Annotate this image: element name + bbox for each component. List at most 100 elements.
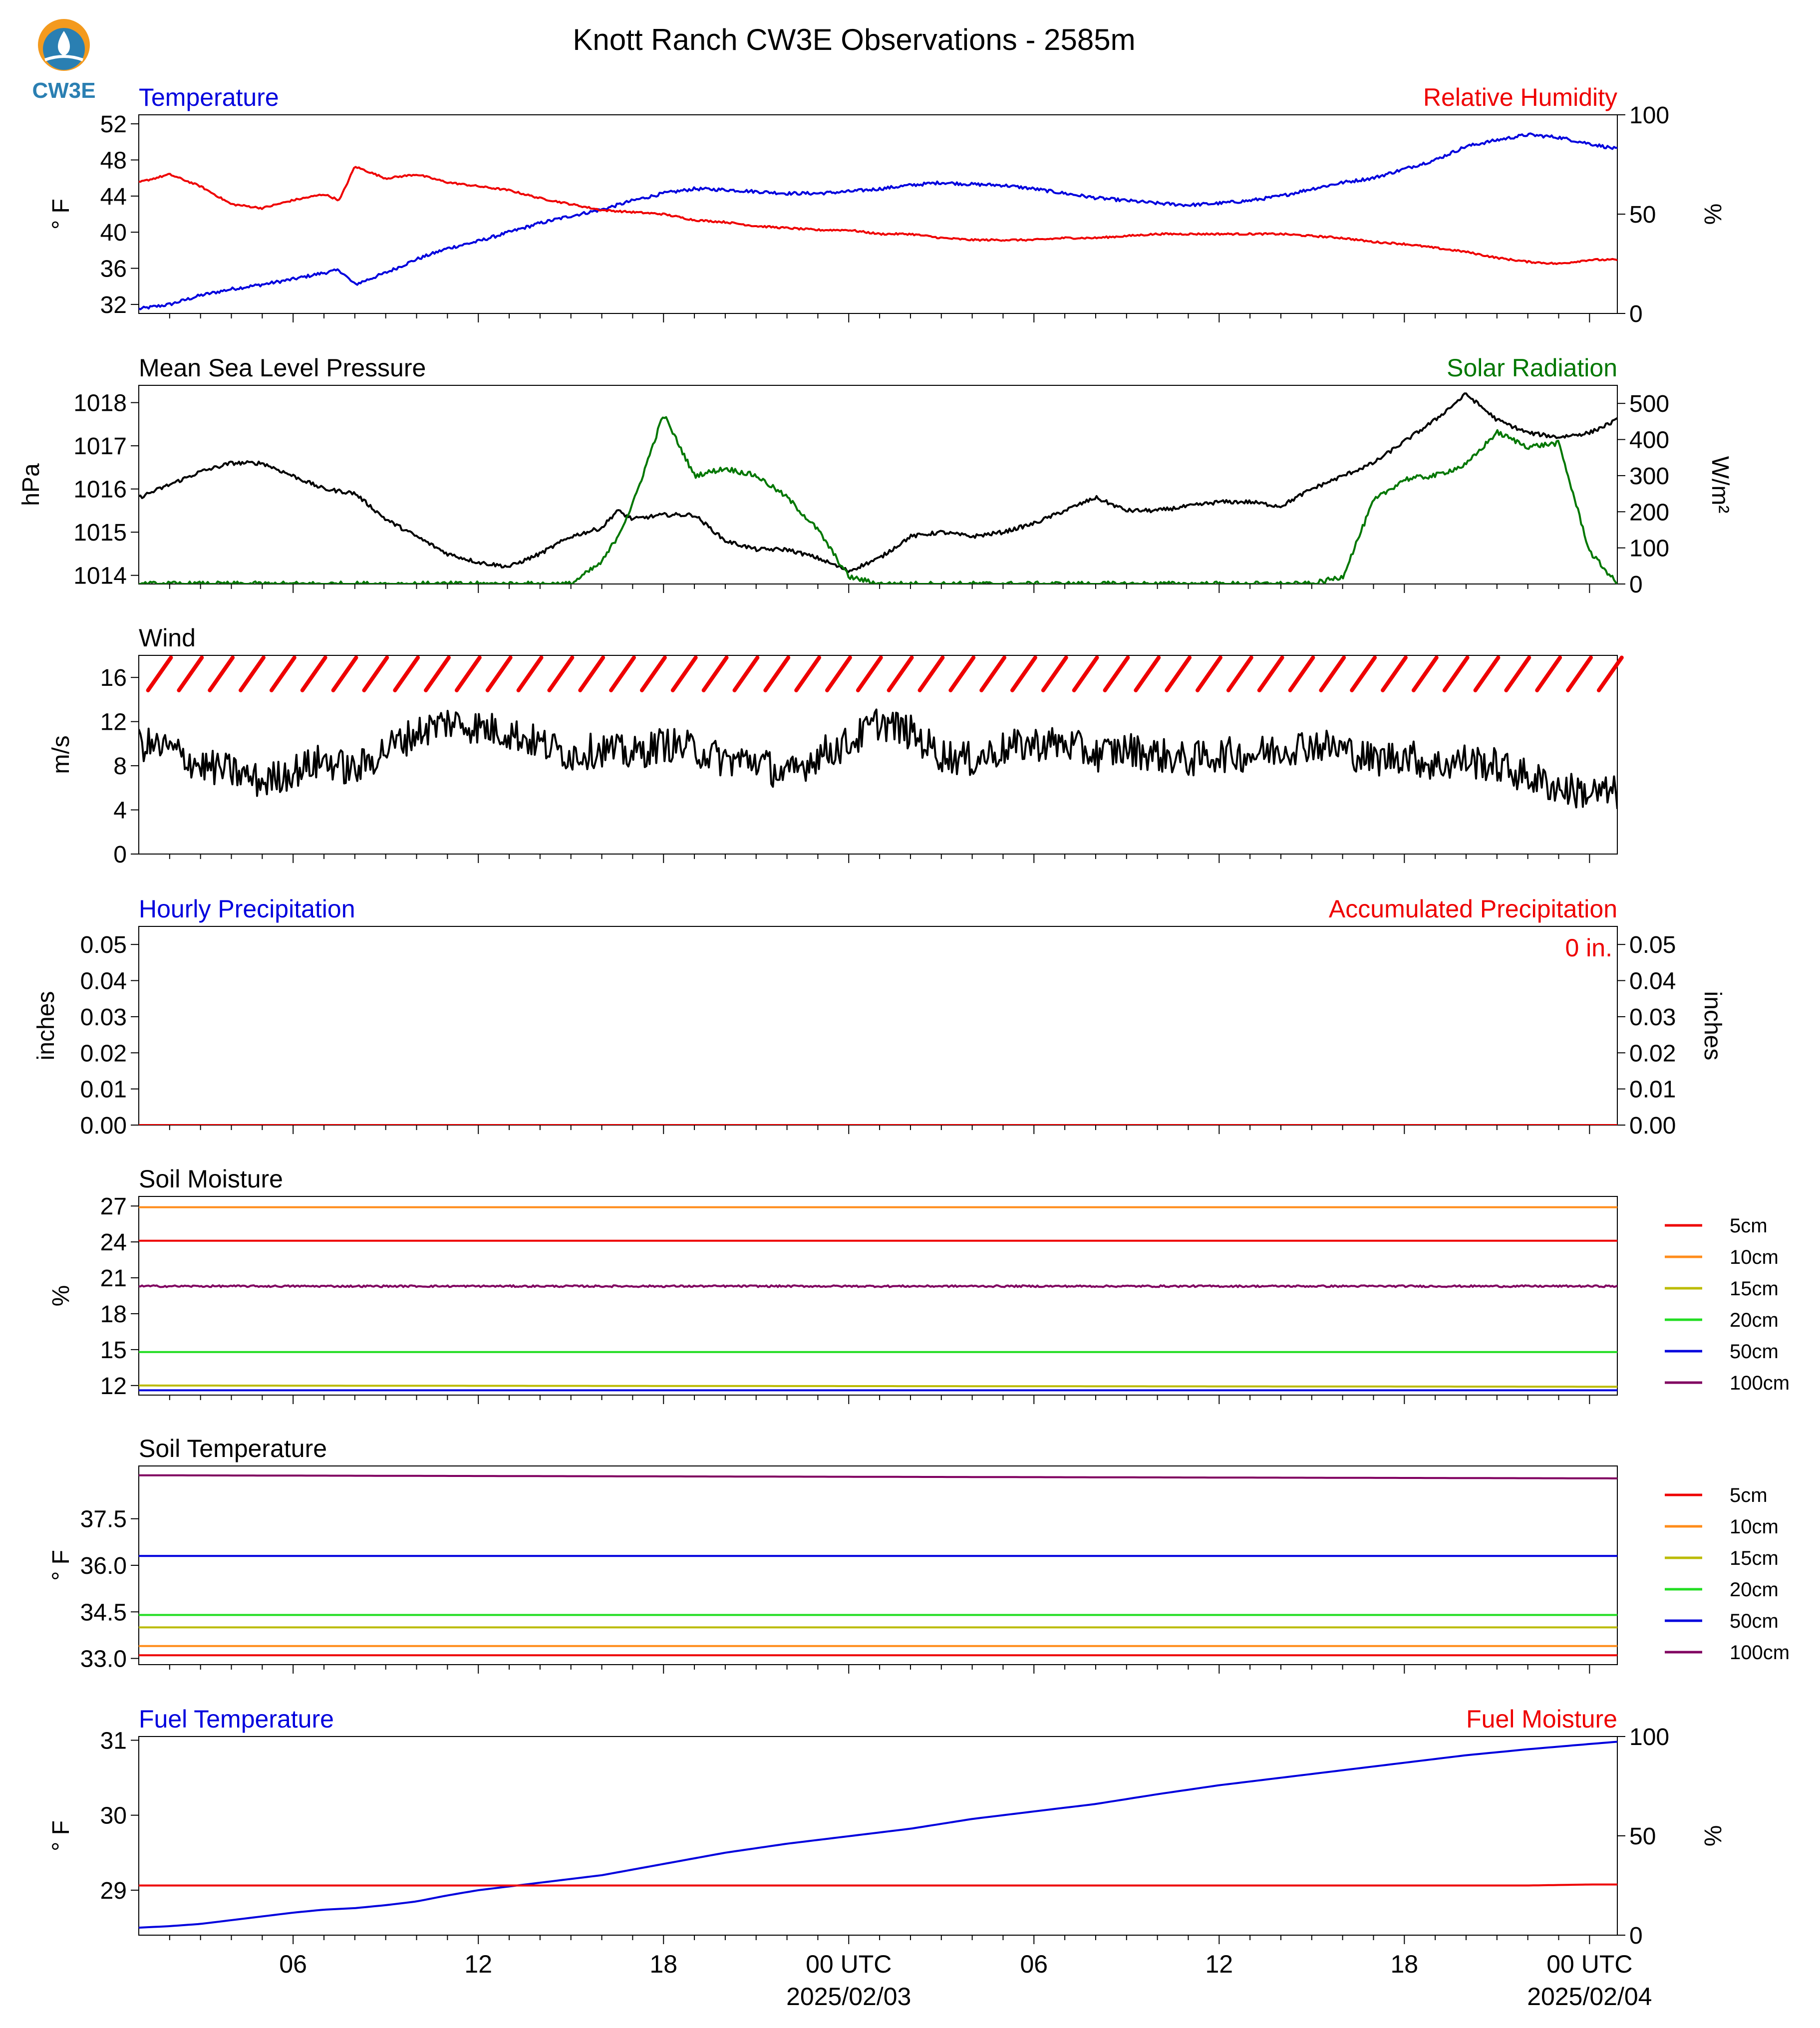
fuel-frame: [138, 1736, 1618, 1936]
temperature_rh-series-group: [139, 132, 1617, 310]
soil_temperature-legend-label: 20cm: [1730, 1579, 1779, 1601]
wind-barb: [454, 655, 482, 692]
wind-barb: [1381, 655, 1408, 692]
pressure_solar-left-title: Mean Sea Level Pressure: [139, 354, 426, 382]
soil_moisture-ytick-label: 15: [100, 1337, 127, 1364]
pressure_solar-series-mean-sea-level-pressure: [139, 392, 1617, 573]
wind-barb: [208, 655, 235, 692]
panel-soil_moisture: Soil Moisture 12 15 18 21 24 27% 5cm 10cm 15cm 20c…: [48, 1165, 1790, 1404]
temperature_rh-series-temperature: [139, 132, 1617, 310]
temperature_rh-ytick-right-label: 100: [1629, 102, 1669, 129]
fuel-ytick-right-label: 0: [1629, 1923, 1643, 1949]
wind-barb: [701, 655, 729, 692]
wind-frame: [138, 655, 1618, 855]
temperature_rh-right-title: Relative Humidity: [1423, 83, 1617, 111]
wind-barb: [979, 655, 1007, 692]
soil_moisture-series-group: [139, 1206, 1617, 1392]
pressure_solar-ytick-right-label: 300: [1629, 463, 1669, 490]
wind-barb: [1072, 655, 1099, 692]
soil_temperature-legend-label: 15cm: [1730, 1547, 1779, 1569]
soil_temperature-ytick-label: 34.5: [80, 1599, 127, 1626]
wind-barb: [639, 655, 667, 692]
precip-frame: [138, 926, 1618, 1126]
soil_moisture-legend-label: 50cm: [1730, 1341, 1779, 1363]
time-tick-label: 12: [464, 1950, 492, 1978]
soil_moisture-legend-label: 100cm: [1730, 1372, 1790, 1394]
soil_temperature-legend-label: 100cm: [1730, 1642, 1790, 1664]
wind-barb: [300, 655, 327, 692]
precip-ytick-right-label: 0.01: [1629, 1077, 1676, 1103]
wind-barb: [825, 655, 852, 692]
soil_moisture-ytick-label: 24: [100, 1229, 127, 1256]
soil_moisture-ytick-label: 18: [100, 1301, 127, 1328]
wind-barb: [1196, 655, 1222, 692]
soil_temperature-left-title: Soil Temperature: [139, 1435, 327, 1462]
precip-left-title: Hourly Precipitation: [139, 895, 355, 923]
wind-barb: [670, 655, 698, 692]
time-tick-label: 12: [1205, 1950, 1233, 1978]
fuel-series-group: [139, 1740, 1617, 1929]
fuel-ylabel-right: %: [1699, 1825, 1726, 1847]
soil_moisture-series-15cm: [139, 1384, 1617, 1388]
temperature_rh-series-relative-humidity: [139, 166, 1617, 265]
soil_temperature-legend-label: 50cm: [1730, 1610, 1779, 1632]
time-tick-label: 00 UTC: [806, 1950, 892, 1978]
fuel-right-title: Fuel Moisture: [1466, 1705, 1617, 1733]
pressure_solar-ytick-right-label: 200: [1629, 499, 1669, 526]
precip-right-title: Accumulated Precipitation: [1329, 895, 1617, 923]
time-tick-label: 18: [649, 1950, 677, 1978]
pressure_solar-series-solar-radiation: [139, 416, 1617, 584]
precip-ytick-label: 0.03: [80, 1004, 127, 1031]
wind-ytick-label: 4: [113, 798, 127, 824]
wind-barb: [887, 655, 914, 692]
temperature_rh-ytick-label: 32: [100, 292, 127, 318]
wind-barb: [177, 655, 204, 692]
soil_moisture-left-title: Soil Moisture: [139, 1165, 283, 1193]
wind-barb: [1411, 655, 1439, 692]
wind-barb: [1257, 655, 1284, 692]
date-label: 2025/02/03: [786, 1983, 911, 2011]
soil_moisture-ytick-label: 12: [100, 1373, 127, 1400]
soil_moisture-frame: [138, 1196, 1618, 1396]
soil_moisture-series-100cm: [139, 1284, 1617, 1288]
wind-barb: [1288, 655, 1315, 692]
temperature_rh-ytick-label: 48: [100, 147, 127, 174]
wind-barb: [424, 655, 451, 692]
soil_temperature-ylabel: ° F: [48, 1550, 74, 1581]
fuel-ytick-right-label: 100: [1629, 1724, 1669, 1750]
precip-ytick-right-label: 0.02: [1629, 1040, 1676, 1067]
date-label: 2025/02/04: [1527, 1983, 1652, 2011]
wind-barb: [609, 655, 636, 692]
temperature_rh-ytick-label: 36: [100, 256, 127, 283]
temperature_rh-left-title: Temperature: [139, 83, 279, 111]
temperature_rh-ylabel-right: %: [1699, 204, 1726, 225]
fuel-ytick-right-label: 50: [1629, 1823, 1656, 1850]
soil_moisture-legend-label: 10cm: [1730, 1246, 1779, 1268]
fuel-ytick-label: 29: [100, 1878, 127, 1904]
pressure_solar-series-group: [139, 392, 1617, 584]
soil_temperature-ytick-label: 33.0: [80, 1646, 127, 1673]
wind-ylabel: m/s: [48, 735, 74, 774]
wind-barb: [393, 655, 420, 692]
wind-barb: [1134, 655, 1161, 692]
time-tick-label: 00 UTC: [1546, 1950, 1632, 1978]
wind-barb: [1319, 655, 1346, 692]
pressure_solar-ytick-label: 1017: [73, 433, 127, 460]
cw3e-logo: CW3E: [32, 19, 96, 103]
wind-barb: [1103, 655, 1130, 692]
time-tick-label: 06: [1020, 1950, 1048, 1978]
pressure_solar-ytick-right-label: 0: [1629, 572, 1643, 598]
wind-left-title: Wind: [139, 624, 196, 652]
wind-barb: [1596, 655, 1624, 692]
wind-barb: [1504, 655, 1531, 692]
soil_temperature-series-100cm: [139, 1474, 1617, 1479]
pressure_solar-ylabel: hPa: [18, 463, 44, 506]
precip-ytick-label: 0.05: [80, 932, 127, 958]
wind-ytick-label: 0: [113, 842, 127, 868]
wind-series-group: [139, 708, 1617, 809]
precip-ytick-label: 0.00: [80, 1113, 127, 1139]
pressure_solar-right-title: Solar Radiation: [1447, 354, 1617, 382]
wind-barb: [1442, 655, 1470, 692]
precip-ytick-right-label: 0.04: [1629, 968, 1676, 995]
wind-barb: [1010, 655, 1037, 692]
